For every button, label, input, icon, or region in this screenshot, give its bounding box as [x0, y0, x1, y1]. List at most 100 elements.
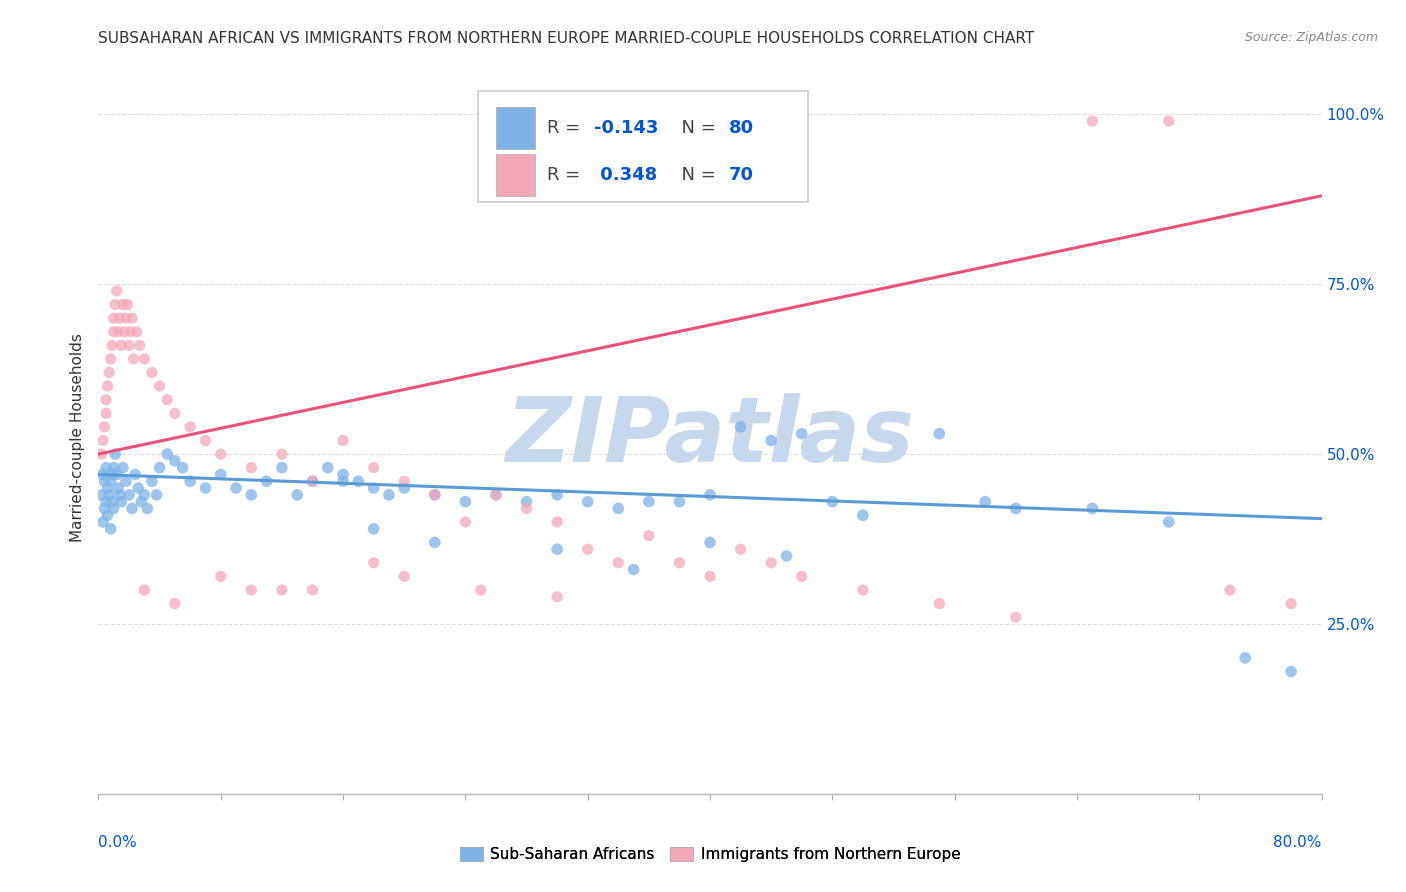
Point	[270, 460, 294, 475]
Point	[821, 494, 844, 508]
Point	[101, 467, 124, 482]
Point	[104, 447, 127, 461]
Point	[94, 406, 117, 420]
Text: -0.143: -0.143	[593, 119, 658, 136]
Point	[108, 488, 131, 502]
Point	[454, 515, 477, 529]
Point	[134, 351, 156, 366]
Point	[790, 426, 813, 441]
Text: 80.0%: 80.0%	[1274, 836, 1322, 850]
Point	[179, 420, 201, 434]
Point	[100, 522, 122, 536]
Point	[120, 325, 142, 339]
Point	[91, 434, 114, 448]
Point	[637, 528, 661, 542]
Point	[363, 481, 385, 495]
Point	[363, 556, 385, 570]
Text: 0.348: 0.348	[593, 166, 657, 185]
Point	[1081, 114, 1104, 128]
Point	[392, 475, 416, 489]
Point	[347, 475, 370, 489]
Point	[790, 569, 813, 583]
Point	[1004, 501, 1026, 516]
Point	[179, 475, 201, 489]
Point	[90, 447, 112, 461]
Point	[1219, 582, 1241, 597]
Point	[699, 488, 721, 502]
Point	[100, 475, 122, 489]
Point	[516, 494, 538, 508]
Point	[107, 325, 129, 339]
Point	[668, 556, 690, 570]
Point	[111, 460, 134, 475]
Point	[149, 379, 172, 393]
Point	[1234, 651, 1257, 665]
Text: N =: N =	[669, 166, 721, 185]
Point	[285, 488, 308, 502]
Point	[607, 501, 630, 516]
Point	[209, 467, 232, 482]
Point	[94, 460, 117, 475]
Point	[775, 549, 797, 563]
Point	[134, 582, 156, 597]
Point	[90, 488, 112, 502]
Point	[129, 494, 152, 508]
Point	[122, 351, 145, 366]
Point	[103, 501, 125, 516]
Point	[125, 325, 148, 339]
Point	[121, 501, 143, 516]
Point	[194, 434, 217, 448]
Point	[1279, 597, 1302, 611]
Point	[111, 297, 134, 311]
Point	[93, 420, 115, 434]
Point	[423, 488, 446, 502]
Legend: Sub-Saharan Africans, Immigrants from Northern Europe: Sub-Saharan Africans, Immigrants from No…	[454, 841, 966, 868]
Text: 70: 70	[728, 166, 754, 185]
Point	[163, 454, 186, 468]
Point	[97, 508, 120, 523]
Point	[103, 311, 125, 326]
Point	[730, 542, 752, 557]
Point	[485, 488, 508, 502]
Point	[699, 535, 721, 549]
Point	[117, 297, 139, 311]
Point	[172, 460, 194, 475]
Point	[637, 494, 661, 508]
Point	[392, 481, 416, 495]
Point	[301, 582, 323, 597]
Point	[141, 475, 163, 489]
Point	[730, 420, 752, 434]
Point	[240, 460, 263, 475]
Point	[98, 488, 121, 502]
Point	[423, 488, 446, 502]
Point	[270, 582, 294, 597]
Point	[91, 515, 114, 529]
Point	[98, 366, 121, 380]
Point	[240, 488, 263, 502]
Point	[332, 475, 354, 489]
Point	[392, 569, 416, 583]
Point	[852, 582, 875, 597]
Point	[118, 338, 141, 352]
Point	[761, 556, 783, 570]
Point	[301, 475, 323, 489]
Point	[761, 434, 783, 448]
Point	[256, 475, 278, 489]
Point	[546, 515, 568, 529]
Point	[115, 475, 138, 489]
Point	[149, 460, 172, 475]
FancyBboxPatch shape	[478, 91, 808, 202]
Point	[240, 582, 263, 597]
Point	[128, 338, 150, 352]
Text: R =: R =	[547, 166, 586, 185]
Point	[470, 582, 492, 597]
Point	[97, 379, 120, 393]
Point	[668, 494, 690, 508]
FancyBboxPatch shape	[496, 154, 536, 196]
Point	[209, 569, 232, 583]
Point	[103, 460, 125, 475]
Point	[163, 597, 186, 611]
Point	[363, 460, 385, 475]
Point	[316, 460, 339, 475]
Point	[141, 366, 163, 380]
